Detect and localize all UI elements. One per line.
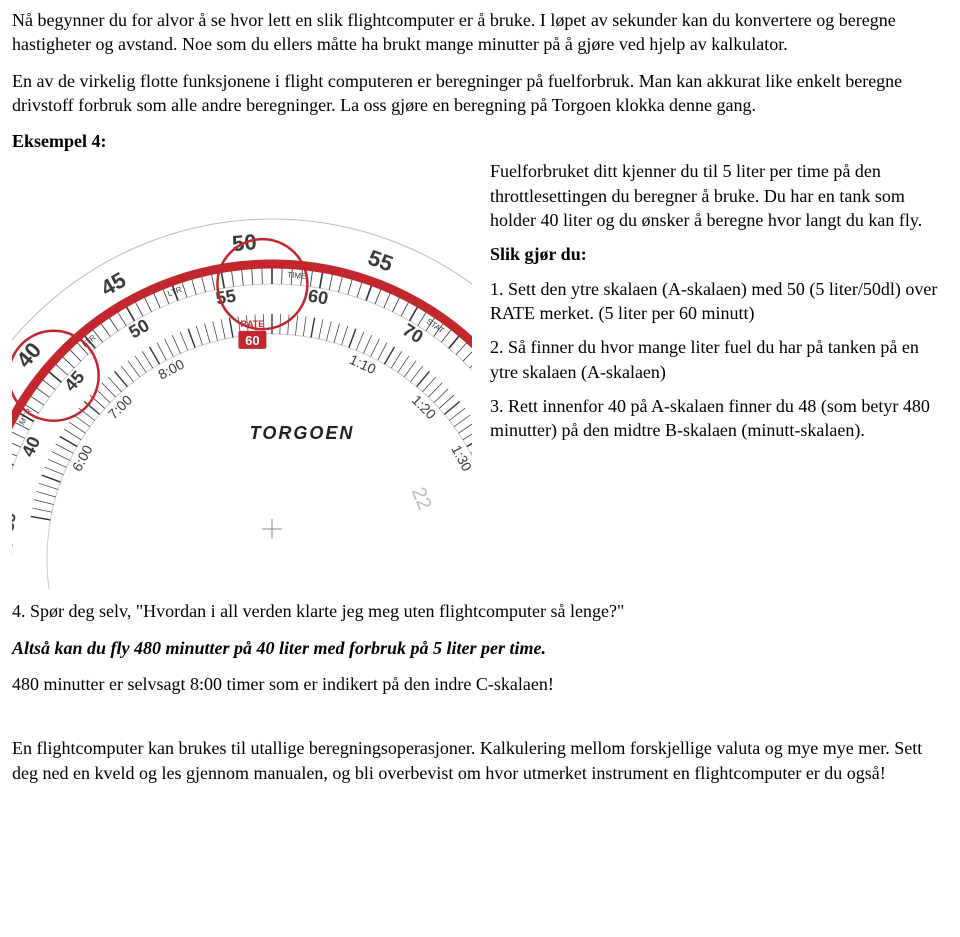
svg-text:60: 60 (245, 333, 259, 348)
paragraph-intro-1: Nå begynner du for alvor å se hvor lett … (12, 8, 948, 57)
svg-text:7:00: 7:00 (105, 392, 136, 423)
example-label: Eksempel 4: (12, 129, 948, 153)
how-to-label: Slik gjør du: (490, 242, 948, 266)
closing-paragraph: En flightcomputer kan brukes til utallig… (12, 736, 948, 785)
conclusion-note: 480 minutter er selvsagt 8:00 timer som … (12, 672, 948, 696)
svg-text:40: 40 (12, 338, 46, 373)
svg-text:70: 70 (399, 320, 427, 348)
svg-text:55: 55 (365, 245, 397, 277)
svg-text:60: 60 (307, 286, 330, 309)
svg-text:22: 22 (407, 485, 436, 514)
paragraph-intro-2: En av de virkelig flotte funksjonene i f… (12, 69, 948, 118)
conclusion-italic: Altså kan du fly 480 minutter på 40 lite… (12, 636, 948, 660)
svg-text:45: 45 (96, 268, 130, 302)
svg-text:50: 50 (125, 315, 152, 342)
svg-text:6:00: 6:00 (69, 443, 96, 475)
step-1: 1. Sett den ytre skalaen (A-skalaen) med… (490, 277, 948, 326)
flight-computer-diagram: 35404550556040455055607080LBSMTRLTRLTRTI… (12, 159, 472, 589)
svg-text:TIME: TIME (287, 271, 307, 282)
dial-svg: 35404550556040455055607080LBSMTRLTRLTRTI… (12, 159, 472, 589)
svg-text:1:30: 1:30 (448, 443, 472, 475)
example-given: Fuelforbruket ditt kjenner du til 5 lite… (490, 159, 948, 232)
example-two-column: 35404550556040455055607080LBSMTRLTRLTRTI… (12, 159, 948, 589)
example-right-column: Fuelforbruket ditt kjenner du til 5 lite… (490, 159, 948, 452)
svg-text:30: 30 (12, 541, 16, 559)
step-3: 3. Rett innenfor 40 på A-skalaen finner … (490, 394, 948, 443)
svg-text:1:20: 1:20 (409, 392, 440, 423)
svg-text:8:00: 8:00 (155, 356, 187, 383)
step-4: 4. Spør deg selv, "Hvordan i all verden … (12, 599, 948, 623)
svg-text:80: 80 (468, 382, 472, 410)
spacer (12, 708, 948, 736)
svg-text:TORGOEN: TORGOEN (250, 423, 355, 443)
svg-text:35: 35 (12, 513, 20, 533)
step-2: 2. Så finner du hvor mange liter fuel du… (490, 335, 948, 384)
svg-text:1:10: 1:10 (347, 352, 379, 378)
svg-text:45: 45 (60, 367, 88, 395)
